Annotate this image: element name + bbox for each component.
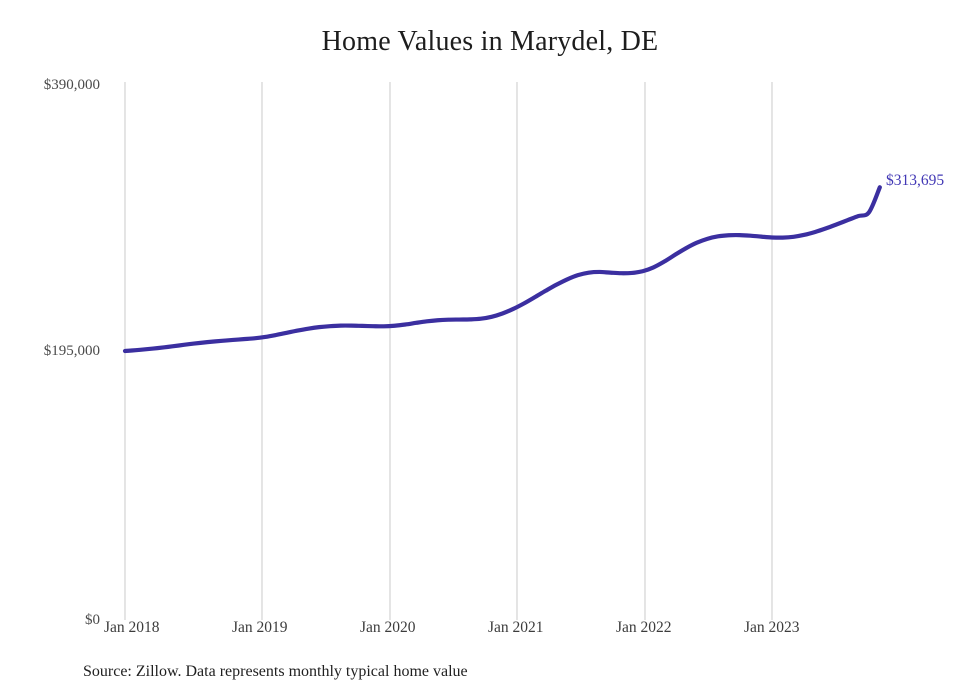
x-axis-tick-jan-2019: Jan 2019 bbox=[232, 619, 288, 636]
source-note: Source: Zillow. Data represents monthly … bbox=[83, 663, 468, 680]
x-axis-tick-jan-2020: Jan 2020 bbox=[360, 619, 416, 636]
page-title: Home Values in Marydel, DE bbox=[321, 26, 659, 57]
y-axis-tick-0: $0 bbox=[85, 612, 100, 628]
series-line-typical-home-value bbox=[122, 185, 882, 354]
x-axis-tick-jan-2023: Jan 2023 bbox=[744, 619, 800, 636]
y-axis-tick-390000: $390,000 bbox=[43, 77, 100, 93]
end-value-annotation: $313,695 bbox=[886, 172, 945, 189]
x-axis-tick-jan-2021: Jan 2021 bbox=[488, 619, 544, 636]
x-axis-tick-jan-2018: Jan 2018 bbox=[104, 619, 160, 636]
x-axis-tick-jan-2022: Jan 2022 bbox=[616, 619, 672, 636]
gridlines bbox=[124, 82, 773, 620]
y-axis-tick-195000: $195,000 bbox=[43, 343, 100, 359]
